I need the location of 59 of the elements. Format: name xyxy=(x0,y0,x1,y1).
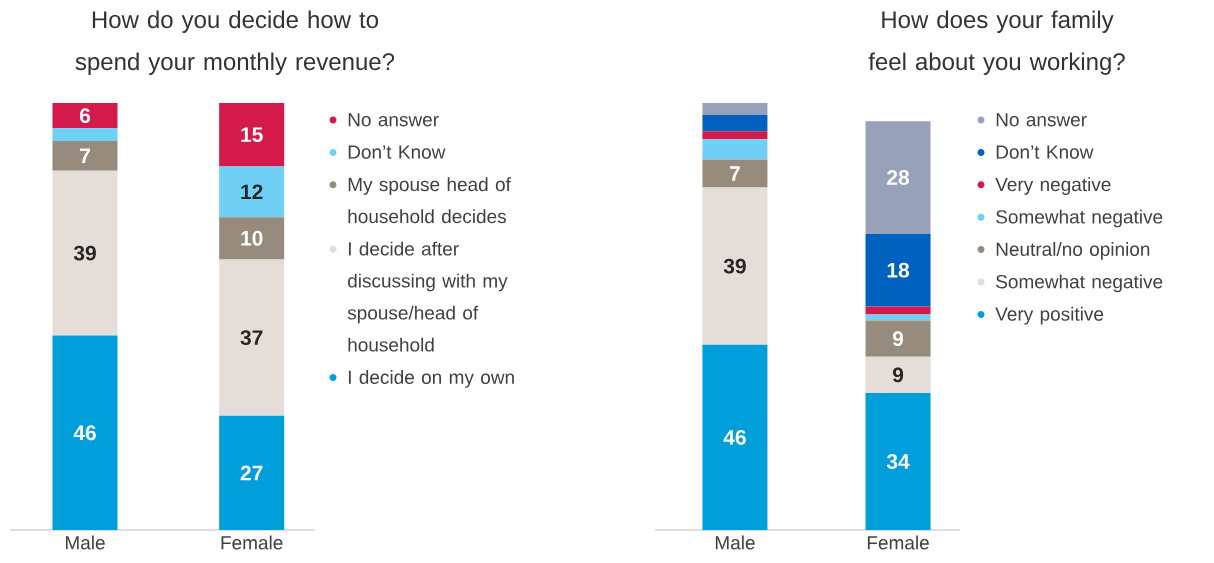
bar xyxy=(219,259,285,416)
data-label: 7 xyxy=(80,148,90,164)
bar xyxy=(219,103,285,167)
data-label: 28 xyxy=(887,170,910,185)
legend-label: Don’t Know xyxy=(348,145,446,159)
chart-title: How does your family feel about you working? xyxy=(868,10,1125,75)
bar xyxy=(865,121,931,234)
bar xyxy=(865,320,931,357)
legend-label: I decide on my own xyxy=(348,370,514,388)
legend-label: Very negative xyxy=(995,177,1111,195)
bar xyxy=(702,139,768,160)
legend-label: Very positive xyxy=(995,306,1104,325)
data-label: 12 xyxy=(241,184,263,200)
bar xyxy=(702,103,768,116)
bar xyxy=(865,393,931,530)
bar xyxy=(52,128,118,142)
x-tick-label: Female xyxy=(867,535,929,550)
data-label: 37 xyxy=(240,330,263,346)
data-label: 39 xyxy=(723,258,746,274)
bar xyxy=(219,217,285,260)
bar xyxy=(52,141,118,171)
legend-label: My spouse head of household decides xyxy=(348,177,511,224)
legend-label: Somewhat negative xyxy=(996,209,1163,228)
data-label: 18 xyxy=(887,262,910,278)
bar xyxy=(52,170,118,336)
x-tick-label: Male xyxy=(715,535,755,550)
data-label: 7 xyxy=(730,166,740,181)
data-label: 6 xyxy=(79,108,91,124)
data-label: 46 xyxy=(73,425,96,441)
bar xyxy=(702,344,768,530)
legend-label: Neutral/no opinion xyxy=(996,242,1150,260)
bar xyxy=(702,131,768,140)
bar xyxy=(702,115,768,132)
legend-label: No answer xyxy=(996,113,1087,127)
bar xyxy=(219,166,285,218)
bar xyxy=(865,306,931,315)
bar xyxy=(702,159,768,188)
bar xyxy=(52,335,118,530)
data-label: 27 xyxy=(240,465,263,481)
x-tick-label: Male xyxy=(65,535,105,550)
data-label: 15 xyxy=(241,127,263,143)
data-label: 39 xyxy=(73,245,96,261)
legend-label: No answer xyxy=(348,113,439,127)
bar xyxy=(865,233,931,307)
bar xyxy=(865,314,931,321)
bar xyxy=(865,356,931,394)
bar xyxy=(702,187,768,345)
bar xyxy=(219,415,285,530)
x-tick-label: Female xyxy=(221,535,283,550)
data-label: 46 xyxy=(723,429,746,445)
bar xyxy=(52,103,118,129)
data-label: 9 xyxy=(892,367,904,383)
data-label: 34 xyxy=(886,454,910,469)
legend-label: I decide after discussing with my spouse/head of household xyxy=(347,241,508,352)
legend-label: Somewhat negative xyxy=(996,274,1163,293)
data-label: 9 xyxy=(892,331,904,347)
data-label: 10 xyxy=(241,230,263,246)
chart-title: How do you decide how to spend your monthly revenue? xyxy=(75,10,395,75)
legend-label: Don’t Know xyxy=(996,145,1094,159)
